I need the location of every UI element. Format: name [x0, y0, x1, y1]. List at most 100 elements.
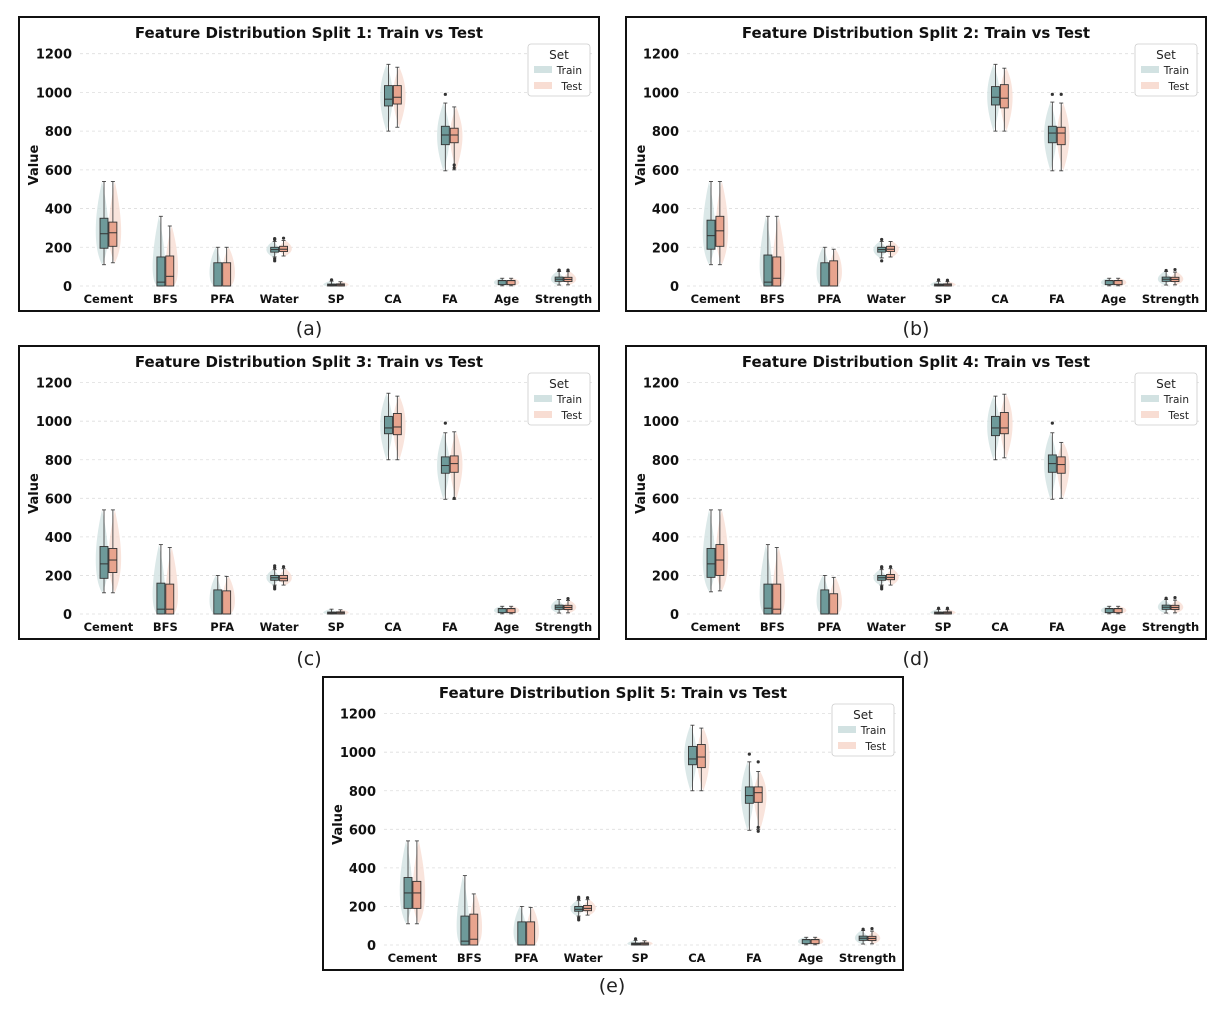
- box-test-cement: [412, 840, 426, 925]
- outlier-train-water-3: [273, 564, 277, 568]
- legend-title: Set: [1156, 377, 1176, 391]
- y-tick-200: 200: [45, 241, 72, 256]
- y-tick-0: 0: [367, 939, 376, 954]
- legend-swatch-train: [1141, 395, 1159, 402]
- box-train-pfa: [513, 905, 527, 946]
- x-tick-ca: CA: [688, 951, 705, 965]
- iqr-box-train-bfs: [156, 582, 166, 615]
- box-train-fa: [437, 421, 450, 500]
- y-axis-label: Value: [27, 473, 42, 514]
- box-test-water: [886, 565, 899, 586]
- y-tick-800: 800: [349, 785, 376, 800]
- legend: Set Train Test: [1134, 372, 1198, 426]
- iqr-box-test-pfa: [222, 590, 232, 615]
- box-train-cement: [95, 181, 109, 266]
- iqr-box-train-fa: [1047, 125, 1057, 144]
- box-test-strength: [1170, 596, 1184, 614]
- chart-title: Feature Distribution Split 1: Train vs T…: [135, 24, 483, 42]
- caption-b: (b): [902, 318, 930, 340]
- x-tick-cement: Cement: [84, 620, 134, 634]
- iqr-box-train-ca: [688, 745, 697, 766]
- outlier-train-water-0: [880, 259, 884, 263]
- legend-swatch-train: [534, 66, 552, 73]
- box-train-bfs: [152, 544, 166, 615]
- chart-split-2: Feature Distribution Split 2: Train vs T…: [625, 16, 1207, 312]
- box-test-age: [1113, 605, 1127, 615]
- iqr-box-test-pfa: [222, 262, 232, 287]
- caption-d: (d): [902, 648, 930, 670]
- box-test-fa: [1056, 441, 1070, 499]
- box-train-fa: [1044, 421, 1057, 500]
- box-test-cement: [715, 509, 729, 592]
- x-tick-age: Age: [494, 620, 519, 634]
- x-tick-fa: FA: [746, 951, 762, 965]
- chart-split-5: Feature Distribution Split 5: Train vs T…: [322, 676, 904, 971]
- y-tick-1200: 1200: [340, 708, 376, 723]
- x-tick-cement: Cement: [691, 620, 741, 634]
- box-train-water: [873, 565, 887, 591]
- legend-label-train: Train: [860, 725, 886, 737]
- x-tick-age: Age: [1101, 620, 1126, 634]
- outlier-train-sp-0: [633, 937, 638, 941]
- x-tick-bfs: BFS: [153, 620, 178, 634]
- y-tick-400: 400: [349, 862, 376, 877]
- outlier-test-water-0: [281, 565, 286, 569]
- outlier-test-water-0: [281, 236, 286, 240]
- chart-split-1: Feature Distribution Split 1: Train vs T…: [18, 16, 600, 312]
- box-train-fa: [437, 92, 450, 172]
- outlier-test-fa-0: [452, 166, 456, 170]
- iqr-box-train-pfa: [820, 589, 830, 615]
- outlier-train-water-3: [273, 236, 277, 241]
- outlier-train-strength-0: [861, 927, 865, 931]
- x-tick-pfa: PFA: [514, 951, 538, 965]
- box-train-sp: [930, 278, 943, 287]
- box-test-water: [279, 565, 292, 586]
- box-test-bfs: [772, 215, 786, 287]
- x-tick-strength: Strength: [1142, 292, 1199, 306]
- y-tick-400: 400: [652, 203, 679, 218]
- box-train-sp: [627, 937, 640, 946]
- iqr-box-test-fa: [1056, 126, 1066, 146]
- box-test-bfs: [165, 225, 179, 287]
- box-test-sp: [336, 281, 349, 287]
- y-tick-800: 800: [652, 454, 679, 469]
- box-train-strength: [1157, 268, 1171, 286]
- x-tick-pfa: PFA: [210, 620, 234, 634]
- y-tick-1200: 1200: [36, 48, 72, 63]
- legend-swatch-test: [1141, 82, 1159, 89]
- y-axis-label: Value: [634, 473, 649, 514]
- box-test-water: [583, 896, 596, 916]
- y-tick-1000: 1000: [36, 86, 72, 101]
- caption-e: (e): [598, 975, 626, 997]
- iqr-box-test-age: [506, 608, 516, 614]
- box-train-ca: [380, 63, 393, 132]
- iqr-box-train-cement: [706, 219, 716, 250]
- box-train-age: [493, 605, 507, 615]
- outlier-test-sp-0: [945, 278, 950, 282]
- outlier-train-strength-0: [1164, 596, 1168, 600]
- legend-label-test: Test: [560, 81, 582, 93]
- x-tick-strength: Strength: [535, 620, 592, 634]
- iqr-box-train-cement: [99, 546, 109, 579]
- x-tick-cement: Cement: [691, 292, 741, 306]
- box-test-bfs: [165, 547, 179, 615]
- x-tick-cement: Cement: [84, 292, 134, 306]
- iqr-box-test-bfs: [469, 913, 479, 946]
- x-tick-fa: FA: [442, 620, 458, 634]
- x-tick-cement: Cement: [388, 951, 438, 965]
- iqr-box-train-bfs: [763, 583, 773, 615]
- outlier-train-water-1: [880, 237, 884, 242]
- y-tick-600: 600: [652, 164, 679, 179]
- box-test-sp: [336, 609, 349, 615]
- iqr-box-test-bfs: [772, 256, 782, 287]
- iqr-box-test-age: [1113, 280, 1123, 286]
- outlier-train-water-3: [880, 565, 884, 569]
- outlier-train-fa-0: [443, 421, 447, 425]
- outlier-train-fa-0: [1050, 92, 1054, 96]
- y-axis-label: Value: [27, 144, 42, 185]
- box-test-pfa: [222, 246, 235, 287]
- x-tick-sp: SP: [328, 620, 345, 634]
- box-train-sp: [930, 606, 943, 615]
- iqr-box-train-age: [801, 939, 811, 945]
- box-test-strength: [563, 268, 577, 286]
